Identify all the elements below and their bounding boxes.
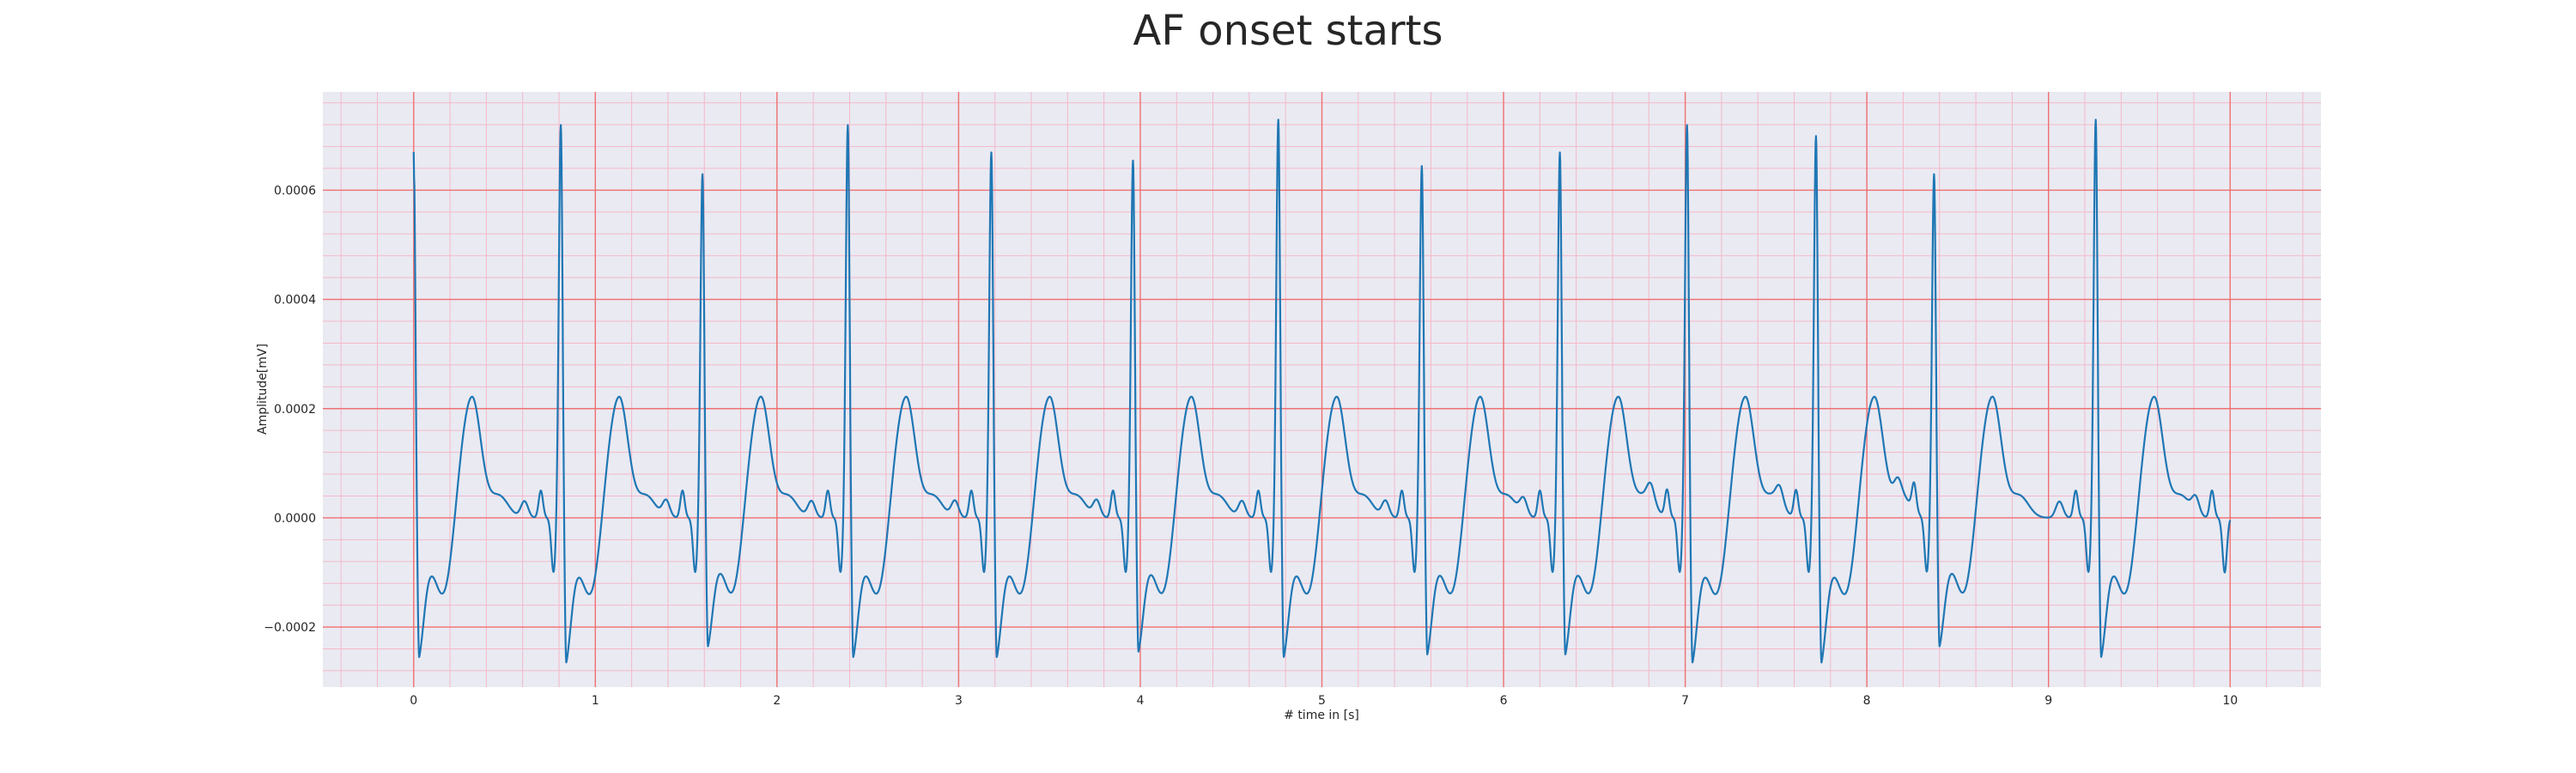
x-tick-label: 9 [2044, 694, 2052, 708]
x-tick-label: 6 [1500, 694, 1508, 708]
x-tick-label: 8 [1863, 694, 1871, 708]
x-tick-label: 7 [1681, 694, 1689, 708]
y-axis-ticks: −0.0002 0.0000 0.0002 0.0004 0.0006 [264, 184, 316, 635]
ecg-signal-series [412, 119, 2232, 664]
y-tick-label: −0.0002 [264, 621, 316, 635]
chart-title: AF onset starts [1133, 7, 1443, 55]
x-tick-label: 5 [1318, 694, 1326, 708]
x-tick-label: 2 [773, 694, 781, 708]
y-axis-label: Amplitude[mV] [256, 344, 270, 435]
x-tick-label: 0 [410, 694, 417, 708]
x-axis-label: # time in [s] [1284, 709, 1359, 722]
x-tick-label: 1 [592, 694, 599, 708]
x-tick-label: 4 [1136, 694, 1144, 708]
major-grid [323, 92, 2321, 687]
y-tick-label: 0.0006 [274, 184, 316, 198]
x-tick-label: 10 [2222, 694, 2238, 708]
ecg-line [412, 119, 2232, 664]
y-tick-label: 0.0000 [274, 512, 316, 526]
x-axis-ticks: 0 1 2 3 4 5 6 7 8 9 10 [410, 694, 2238, 708]
y-tick-label: 0.0004 [274, 294, 316, 307]
x-tick-label: 3 [955, 694, 963, 708]
y-tick-label: 0.0002 [274, 403, 316, 417]
